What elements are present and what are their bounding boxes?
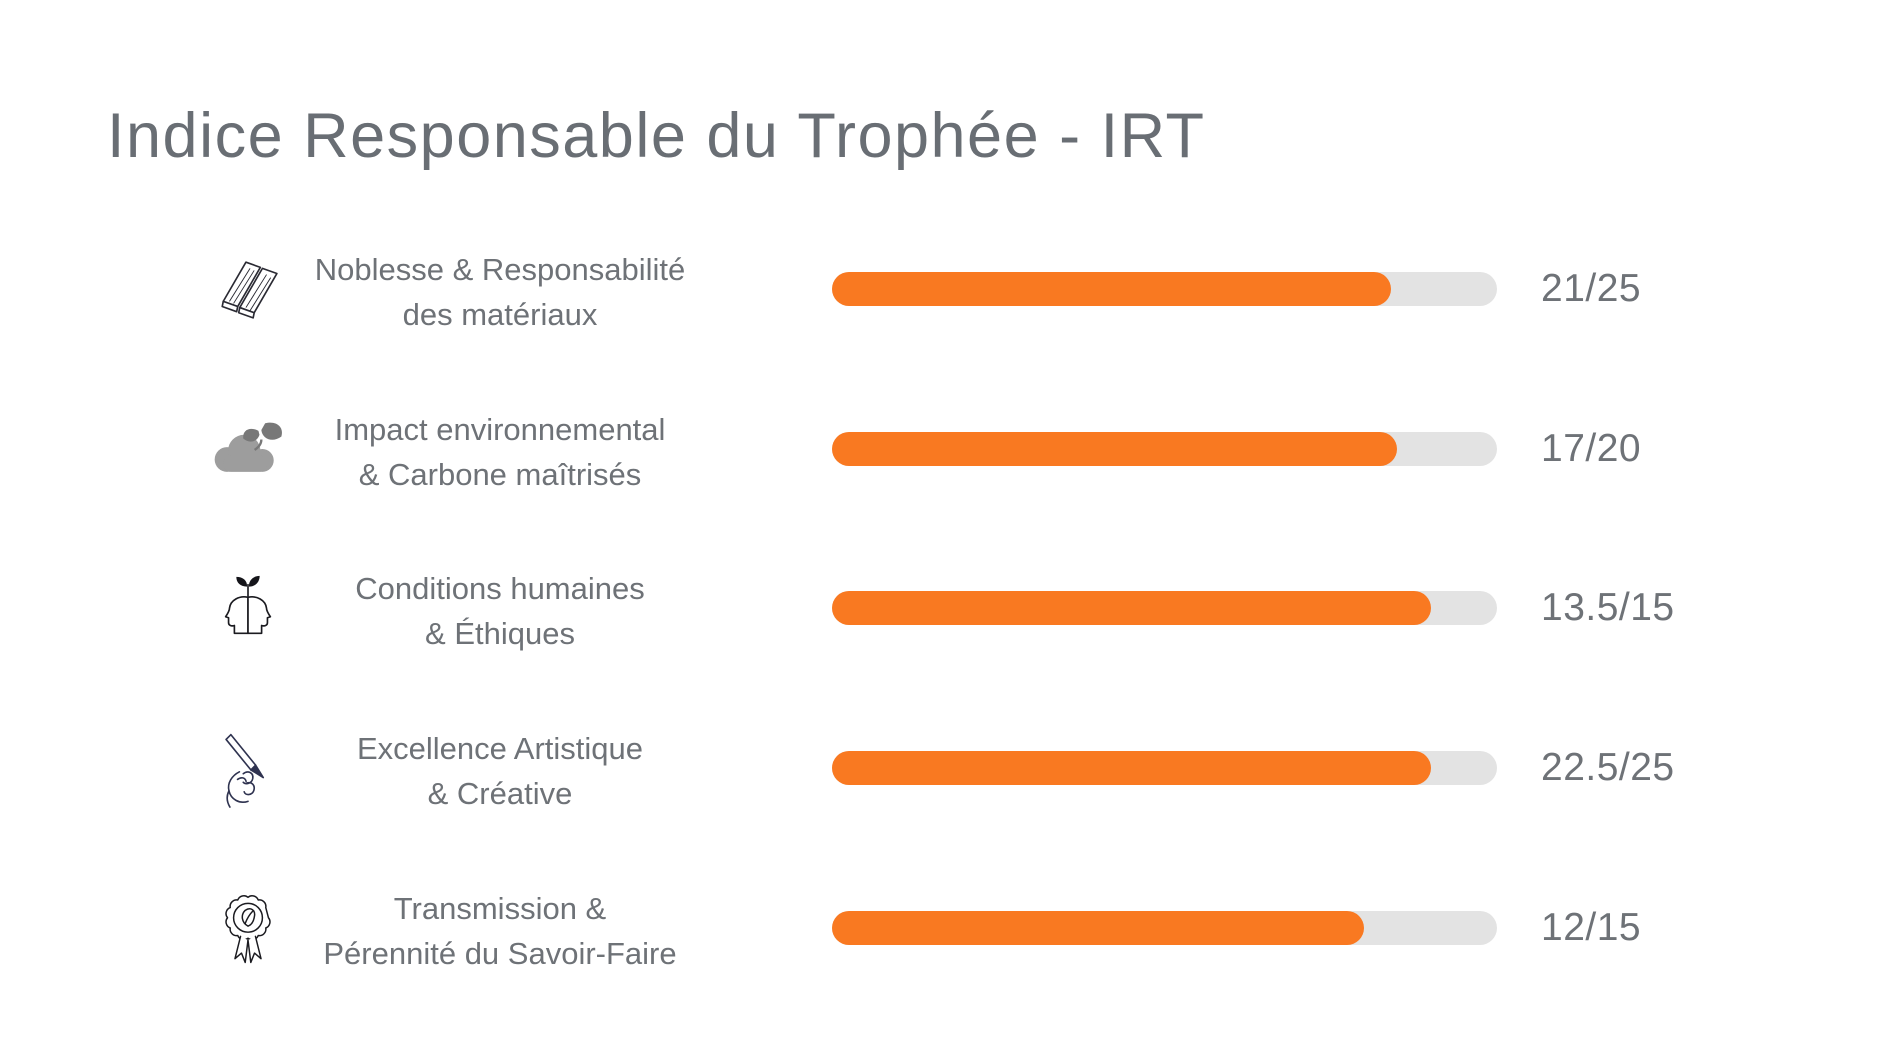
category-label-line2: & Carbone maîtrisés xyxy=(358,457,642,492)
hand-pen-icon xyxy=(208,688,288,848)
category-label-line1: Noblesse & Responsabilité xyxy=(314,252,686,287)
score-row-human: Conditions humaines & Éthiques 13.5/15 xyxy=(0,528,1890,688)
category-label-line2: Pérennité du Savoir-Faire xyxy=(323,936,677,971)
progress-fill xyxy=(832,591,1431,625)
score-row-materials: Noblesse & Responsabilité des matériaux … xyxy=(0,209,1890,369)
category-label-line1: Conditions humaines xyxy=(355,571,645,606)
progress-fill xyxy=(832,751,1431,785)
progress-track xyxy=(832,911,1497,945)
category-label: Excellence Artistique & Créative xyxy=(288,691,712,851)
score-row-environment: Impact environnemental & Carbone maîtris… xyxy=(0,369,1890,529)
category-label-line2: & Créative xyxy=(427,776,573,811)
score-value: 17/20 xyxy=(1541,427,1642,470)
progress-track xyxy=(832,432,1497,466)
progress-fill xyxy=(832,272,1391,306)
category-label-line2: des matériaux xyxy=(402,297,598,332)
category-label: Noblesse & Responsabilité des matériaux xyxy=(288,212,712,372)
score-value: 22.5/25 xyxy=(1541,746,1675,789)
score-value: 12/15 xyxy=(1541,906,1642,949)
category-label: Conditions humaines & Éthiques xyxy=(288,531,712,691)
category-label-line1: Impact environnemental xyxy=(334,412,666,447)
heads-sprout-icon xyxy=(208,528,288,688)
progress-track xyxy=(832,272,1497,306)
category-label: Transmission & Pérennité du Savoir-Faire xyxy=(288,851,712,1011)
progress-fill xyxy=(832,911,1364,945)
progress-track xyxy=(832,751,1497,785)
cloud-leaves-icon xyxy=(208,369,288,529)
score-row-transmission: Transmission & Pérennité du Savoir-Faire… xyxy=(0,848,1890,1008)
wood-planks-icon xyxy=(208,209,288,369)
category-label-line1: Transmission & xyxy=(393,891,607,926)
score-row-artistic: Excellence Artistique & Créative 22.5/25 xyxy=(0,688,1890,848)
score-value: 21/25 xyxy=(1541,267,1642,310)
category-label-line1: Excellence Artistique xyxy=(356,731,644,766)
score-value: 13.5/15 xyxy=(1541,586,1675,629)
award-ribbon-icon xyxy=(208,848,288,1008)
page-title: Indice Responsable du Trophée - IRT xyxy=(107,101,1206,171)
progress-fill xyxy=(832,432,1398,466)
progress-track xyxy=(832,591,1497,625)
category-label: Impact environnemental & Carbone maîtris… xyxy=(288,372,712,532)
category-label-line2: & Éthiques xyxy=(425,616,575,651)
